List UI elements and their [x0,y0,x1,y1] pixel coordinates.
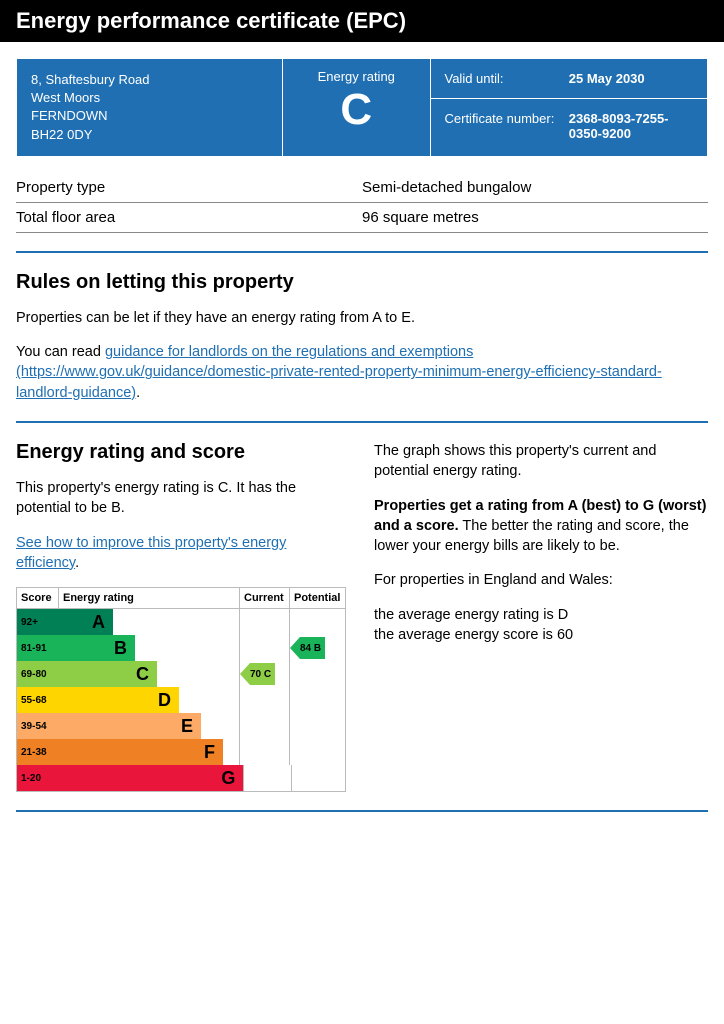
epc-chart: Score Energy rating Current Potential 92… [16,587,346,792]
rating-left-col: Energy rating and score This property's … [16,441,350,792]
right-averages: the average energy rating is D the avera… [374,605,708,646]
band-rating-C: C [59,661,240,687]
energy-rating-label: Energy rating [297,69,416,84]
chart-head-score: Score [17,588,59,608]
address-block: 8, Shaftesbury Road West Moors FERNDOWN … [17,59,282,156]
floor-area-row: Total floor area 96 square metres [16,203,708,233]
floor-area-value: 96 square metres [362,209,708,226]
band-bar-B: B [59,635,135,661]
band-bar-E: E [59,713,201,739]
band-score-G: 1-20 [17,765,57,791]
rules-p2-suffix: . [136,385,140,401]
chart-head-rating: Energy rating [59,588,240,608]
band-rating-D: D [59,687,240,713]
band-score-E: 39-54 [17,713,59,739]
improve-link-suffix: . [75,555,79,571]
band-potential-G [292,765,345,791]
cert-number-row: Certificate number: 2368-8093-7255-0350-… [431,98,708,153]
band-current-D [240,687,290,713]
rating-heading: Energy rating and score [16,441,350,464]
property-type-row: Property type Semi-detached bungalow [16,173,708,203]
rules-p2-prefix: You can read [16,344,105,360]
cert-number-label: Certificate number: [445,111,569,141]
address-postcode: BH22 0DY [31,126,268,144]
rating-p1: This property's energy rating is C. It h… [16,478,350,519]
right-p1: The graph shows this property's current … [374,441,708,482]
valid-until-label: Valid until: [445,71,569,86]
band-potential-E [290,713,345,739]
property-table: Property type Semi-detached bungalow Tot… [16,173,708,233]
band-bar-A: A [59,609,113,635]
landlord-guidance-link[interactable]: guidance for landlords on the regulation… [16,344,662,401]
improve-efficiency-link[interactable]: See how to improve this property's energ… [16,535,286,571]
chart-row-C: 69-80C 70 C [17,661,345,687]
band-current-G [244,765,292,791]
rules-p1: Properties can be let if they have an en… [16,308,708,328]
band-bar-C: C [59,661,157,687]
band-potential-C [290,661,345,687]
band-rating-B: B [59,635,240,661]
section-divider [16,810,708,812]
chart-header: Score Energy rating Current Potential [17,588,345,609]
avg-score: the average energy score is 60 [374,627,573,643]
band-current-F [240,739,290,765]
band-current-E [240,713,290,739]
band-bar-D: D [59,687,179,713]
chart-row-D: 55-68D [17,687,345,713]
chart-row-E: 39-54E [17,713,345,739]
improve-link-p: See how to improve this property's energ… [16,533,350,574]
rules-section: Rules on letting this property Propertie… [16,271,708,403]
band-potential-F [290,739,345,765]
band-score-F: 21-38 [17,739,59,765]
right-p2: Properties get a rating from A (best) to… [374,496,708,557]
energy-rating-block: Energy rating C [282,59,430,156]
property-type-value: Semi-detached bungalow [362,179,708,196]
chart-head-current: Current [240,588,290,608]
avg-rating: the average energy rating is D [374,607,568,623]
band-bar-G: G [57,765,243,791]
chart-row-B: 81-91B 84 B [17,635,345,661]
band-bar-F: F [59,739,223,765]
band-rating-G: G [57,765,244,791]
band-potential-A [290,609,345,635]
chart-row-G: 1-20G [17,765,345,791]
cert-number-value: 2368-8093-7255-0350-9200 [569,111,693,141]
band-rating-E: E [59,713,240,739]
band-potential-D [290,687,345,713]
band-potential-B: 84 B [290,635,345,661]
cert-meta-block: Valid until: 25 May 2030 Certificate num… [430,59,708,156]
property-type-label: Property type [16,179,362,196]
band-rating-F: F [59,739,240,765]
rating-score-section: Energy rating and score This property's … [16,441,708,792]
band-score-C: 69-80 [17,661,59,687]
band-score-B: 81-91 [17,635,59,661]
band-current-C: 70 C [240,661,290,687]
right-p3: For properties in England and Wales: [374,570,708,590]
valid-until-value: 25 May 2030 [569,71,693,86]
page-title: Energy performance certificate (EPC) [0,0,724,42]
floor-area-label: Total floor area [16,209,362,226]
chart-row-F: 21-38F [17,739,345,765]
certificate-header: 8, Shaftesbury Road West Moors FERNDOWN … [16,58,708,157]
band-current-A [240,609,290,635]
rating-right-col: The graph shows this property's current … [374,441,708,792]
address-line2: West Moors [31,89,268,107]
energy-rating-letter: C [297,88,416,132]
rules-heading: Rules on letting this property [16,271,708,294]
rules-p2: You can read guidance for landlords on t… [16,342,708,403]
chart-head-potential: Potential [290,588,345,608]
band-score-D: 55-68 [17,687,59,713]
valid-until-row: Valid until: 25 May 2030 [431,59,708,98]
band-score-A: 92+ [17,609,59,635]
section-divider [16,421,708,423]
potential-arrow: 84 B [300,637,325,659]
chart-row-A: 92+A [17,609,345,635]
section-divider [16,251,708,253]
address-line1: 8, Shaftesbury Road [31,71,268,89]
current-arrow: 70 C [250,663,275,685]
band-rating-A: A [59,609,240,635]
band-current-B [240,635,290,661]
address-line3: FERNDOWN [31,107,268,125]
